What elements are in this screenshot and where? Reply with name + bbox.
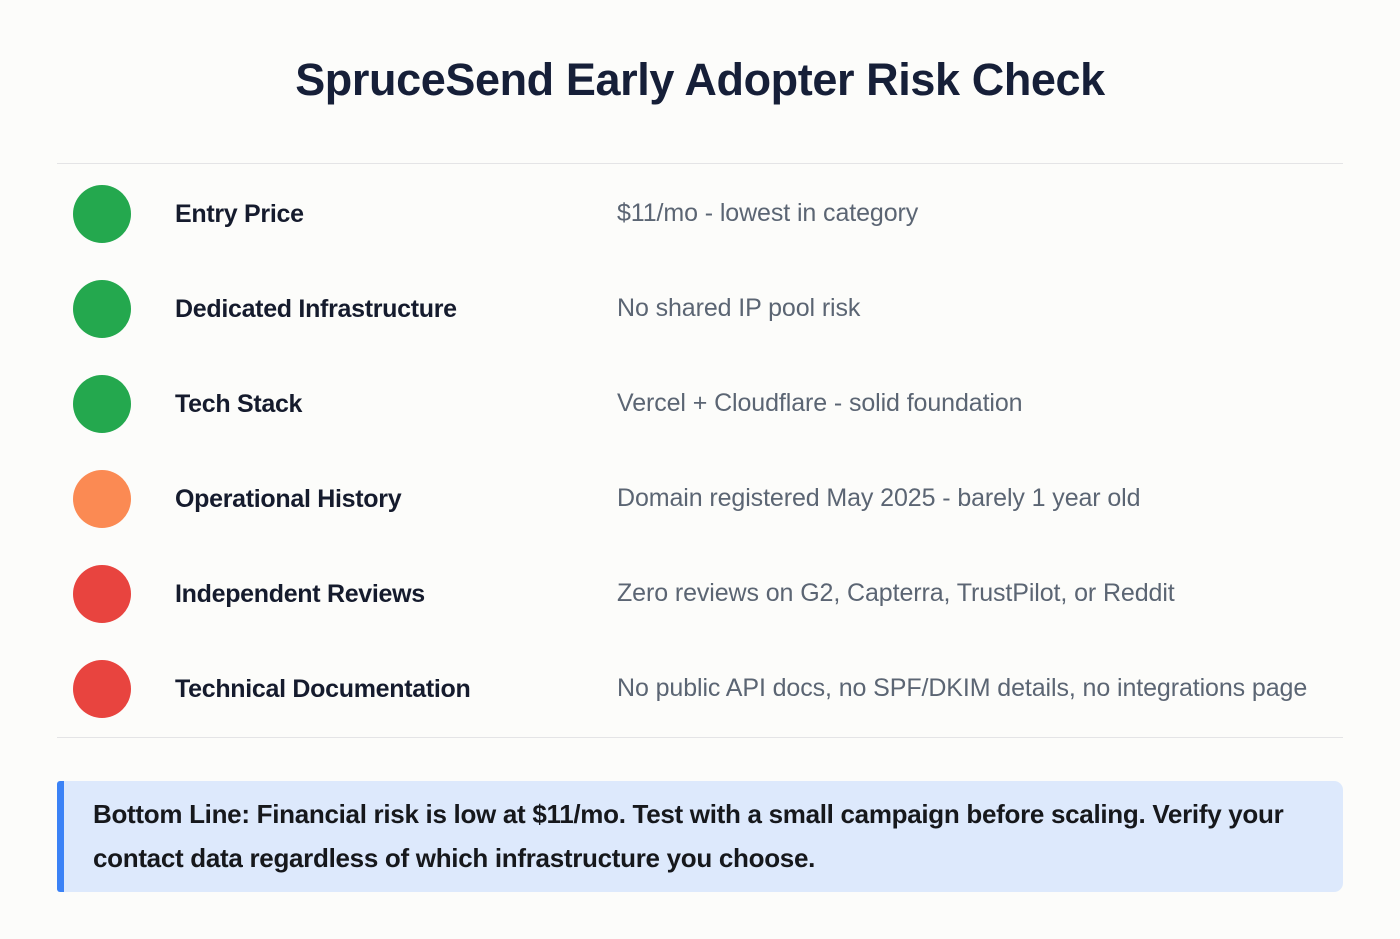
risk-row-label: Operational History xyxy=(175,484,402,513)
risk-row-label: Tech Stack xyxy=(175,389,303,418)
risk-row-value: No public API docs, no SPF/DKIM details,… xyxy=(617,674,1308,703)
risk-row: Operational History Domain registered Ma… xyxy=(57,451,1343,546)
status-dot-red xyxy=(73,659,131,718)
status-dot-red xyxy=(73,564,131,623)
page-title: SpruceSend Early Adopter Risk Check xyxy=(295,54,1105,105)
status-dot-green xyxy=(73,374,131,433)
bottom-line-callout: Bottom Line: Financial risk is low at $1… xyxy=(57,781,1343,892)
risk-row-list: Entry Price $11/mo - lowest in category … xyxy=(57,166,1343,736)
risk-row: Independent Reviews Zero reviews on G2, … xyxy=(57,546,1343,641)
risk-row-value: $11/mo - lowest in category xyxy=(617,199,919,228)
risk-row-label: Independent Reviews xyxy=(175,579,425,608)
risk-row-label: Technical Documentation xyxy=(175,674,471,703)
risk-row-value: Domain registered May 2025 - barely 1 ye… xyxy=(617,484,1141,513)
risk-row-label: Dedicated Infrastructure xyxy=(175,294,457,323)
bottom-line-text: Bottom Line: Financial risk is low at $1… xyxy=(93,798,1284,873)
divider-bottom xyxy=(57,737,1343,738)
risk-row-label: Entry Price xyxy=(175,199,304,228)
risk-row-value: Vercel + Cloudflare - solid foundation xyxy=(617,389,1023,418)
status-dot-orange xyxy=(73,469,131,528)
divider-top xyxy=(57,163,1343,164)
status-dot-green xyxy=(73,184,131,243)
risk-row-value: Zero reviews on G2, Capterra, TrustPilot… xyxy=(617,579,1175,608)
risk-row: Dedicated Infrastructure No shared IP po… xyxy=(57,261,1343,356)
risk-row: Entry Price $11/mo - lowest in category xyxy=(57,166,1343,261)
status-dot-green xyxy=(73,279,131,338)
risk-row: Tech Stack Vercel + Cloudflare - solid f… xyxy=(57,356,1343,451)
risk-row: Technical Documentation No public API do… xyxy=(57,641,1343,736)
risk-row-value: No shared IP pool risk xyxy=(617,294,861,323)
